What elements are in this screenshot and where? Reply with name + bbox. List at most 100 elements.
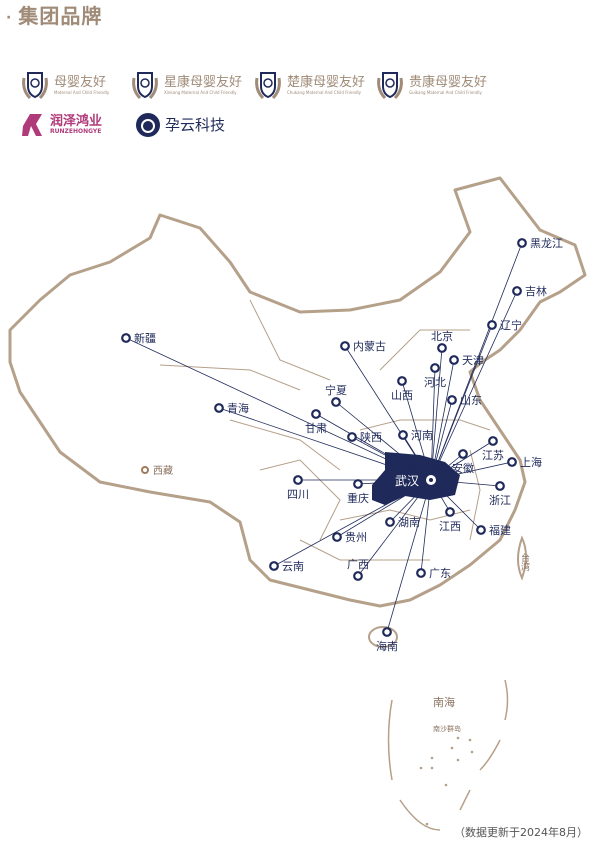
page-title: · 集团品牌 <box>6 4 103 28</box>
province-marker[interactable] <box>214 403 224 413</box>
connection-line <box>430 479 482 531</box>
province-marker[interactable] <box>507 457 517 467</box>
province-marker[interactable] <box>416 568 426 578</box>
island-dot <box>456 736 460 740</box>
province-marker[interactable] <box>517 238 527 248</box>
province-marker[interactable] <box>488 436 498 446</box>
province-marker[interactable] <box>512 286 522 296</box>
connection-line <box>430 453 464 481</box>
province-marker[interactable] <box>382 627 392 637</box>
province-label: 天津 <box>462 354 484 367</box>
province-marker[interactable] <box>385 517 395 527</box>
island-dot <box>468 738 472 742</box>
province-label: 青海 <box>227 401 249 415</box>
shield-wreath-icon <box>132 72 158 100</box>
brand-logo: 贵康母婴友好 Guikang Maternal And Child Friendl… <box>375 70 487 102</box>
connection-line <box>420 479 432 574</box>
province-marker[interactable] <box>353 479 363 489</box>
province-label: 湖南 <box>398 516 420 529</box>
province-label: 海南 <box>376 639 398 653</box>
connection-line <box>430 290 518 481</box>
connection-line <box>273 479 432 567</box>
province-marker[interactable] <box>449 355 459 365</box>
brand-name: 润泽鸿业 <box>50 114 103 129</box>
connection-line <box>430 479 451 513</box>
connection-line <box>218 407 432 481</box>
province-marker[interactable] <box>332 532 342 542</box>
connection-line <box>336 479 432 538</box>
province-label: 上海 <box>520 455 542 469</box>
brand-subtitle: Maternal And Child Friendly <box>54 90 110 95</box>
island-dot <box>450 746 454 750</box>
province-label: 台湾 <box>519 552 530 572</box>
brand-name: 母婴友好 <box>54 75 107 90</box>
connection-line <box>430 479 501 487</box>
province-marker[interactable] <box>121 333 131 343</box>
brand-subtitle: Chukang Maternal And Child Friendly <box>287 90 362 95</box>
province-marker[interactable] <box>430 363 440 373</box>
province-border <box>359 419 491 431</box>
island-dot <box>430 766 434 770</box>
province-label: 辽宁 <box>500 318 522 332</box>
brand-name: 贵康母婴友好 <box>409 75 488 90</box>
province-marker[interactable] <box>347 432 357 442</box>
island-dot <box>425 822 429 826</box>
south-sea-boundary <box>399 799 441 831</box>
province-label: 黑龙江 <box>530 237 563 250</box>
yunyun-logo-icon <box>136 113 160 137</box>
connection-line <box>430 399 453 481</box>
china-outline <box>8 176 587 608</box>
province-label: 安徽 <box>452 461 474 475</box>
province-marker[interactable] <box>293 475 303 485</box>
south-sea-boundary <box>504 679 509 721</box>
brand-logo: 楚康母婴友好 Chukang Maternal And Child Friendl… <box>253 70 365 102</box>
province-label: 广西 <box>347 558 369 571</box>
update-note: （数据更新于2024年8月） <box>454 826 588 839</box>
province-border <box>379 329 470 371</box>
connection-line <box>401 380 432 481</box>
province-marker[interactable] <box>398 430 408 440</box>
province-marker[interactable] <box>445 507 455 517</box>
province-marker[interactable] <box>458 449 468 459</box>
brand-logo: 润泽鸿业 RUNZEHONGYE <box>20 112 102 138</box>
province-marker[interactable] <box>487 320 497 330</box>
province-marker[interactable] <box>476 525 486 535</box>
province-marker[interactable] <box>141 466 149 474</box>
province-label: 西藏 <box>153 465 173 477</box>
province-label: 武汉 <box>395 474 419 488</box>
province-marker[interactable] <box>269 561 279 571</box>
connection-line <box>357 479 432 485</box>
province-label: 浙江 <box>489 494 511 507</box>
province-marker[interactable] <box>331 397 341 407</box>
brand-subtitle: Guikang Maternal And Child Friendly <box>409 90 482 95</box>
province-label: 福建 <box>489 523 511 537</box>
island-dot <box>456 758 460 762</box>
province-marker[interactable] <box>311 409 321 419</box>
province-border <box>299 539 430 561</box>
connection-line <box>402 434 432 481</box>
shield-wreath-icon <box>377 72 403 100</box>
brand-subtitle: RUNZEHONGYE <box>50 128 102 135</box>
province-label: 甘肃 <box>305 422 327 435</box>
province-border <box>469 449 481 541</box>
province-label: 山东 <box>460 394 482 407</box>
province-marker[interactable] <box>340 341 350 351</box>
island-dot <box>470 750 474 754</box>
connection-line <box>430 347 443 481</box>
province-marker[interactable] <box>353 571 363 581</box>
province-marker[interactable] <box>437 343 447 353</box>
province-label: 南沙群岛 <box>433 724 461 733</box>
province-marker[interactable] <box>495 481 505 491</box>
province-label: 河北 <box>424 376 446 389</box>
province-label: 江苏 <box>482 449 504 462</box>
connection-line <box>315 413 432 481</box>
province-label: 云南 <box>282 560 304 573</box>
province-marker[interactable] <box>397 376 407 386</box>
province-marker[interactable] <box>447 395 457 405</box>
connection-line <box>430 324 493 481</box>
south-sea-boundary <box>387 699 393 781</box>
island-dot <box>430 756 434 760</box>
shield-wreath-icon <box>22 72 48 100</box>
province-label: 陕西 <box>360 430 382 444</box>
